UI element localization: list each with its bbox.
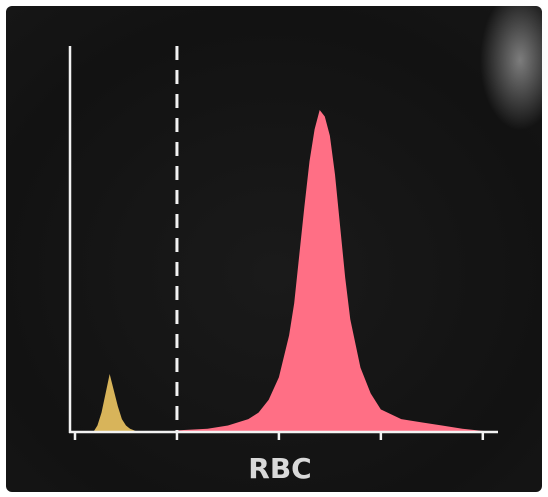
screen-glare <box>480 0 548 130</box>
x-axis-label: RBC <box>248 452 311 485</box>
histogram-area-2 <box>176 110 493 432</box>
screen-background <box>6 6 542 492</box>
histogram-area-1 <box>93 374 139 432</box>
